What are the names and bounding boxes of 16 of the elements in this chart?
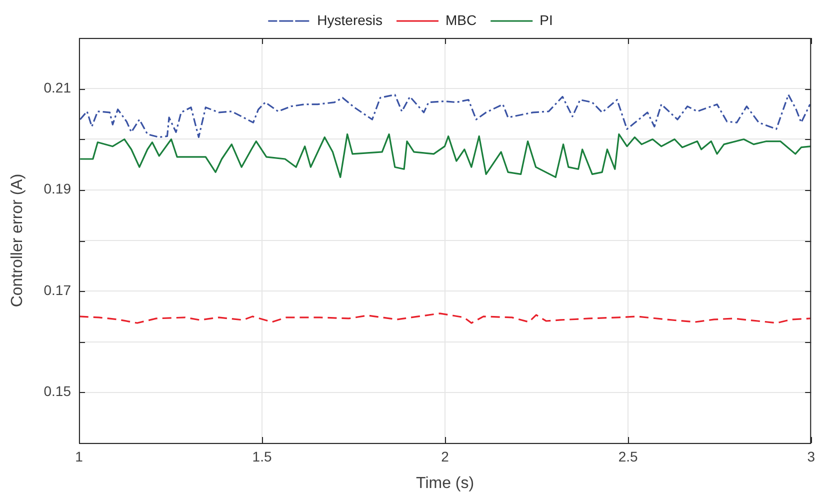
- line-series: [79, 94, 811, 138]
- legend-label: MBC: [446, 12, 477, 28]
- y-tick-label: 0.17: [44, 282, 72, 298]
- x-tick-label: 1.5: [252, 448, 272, 464]
- line-series: [79, 312, 812, 324]
- y-tick-label: 0.15: [44, 383, 72, 400]
- y-axis-title: Controller error (A): [9, 174, 26, 308]
- y-tick-label: 0.19: [44, 180, 72, 197]
- x-tick-label: 1: [75, 448, 84, 464]
- y-tick-label: 0.21: [44, 79, 72, 96]
- legend-label: Hysteresis: [317, 12, 383, 28]
- x-tick-label: 2.5: [618, 448, 638, 464]
- x-tick-label: 2: [441, 448, 450, 464]
- x-axis-title: Time (s): [416, 474, 474, 492]
- legend-label: PI: [540, 12, 553, 28]
- x-tick-label: 3: [807, 448, 816, 464]
